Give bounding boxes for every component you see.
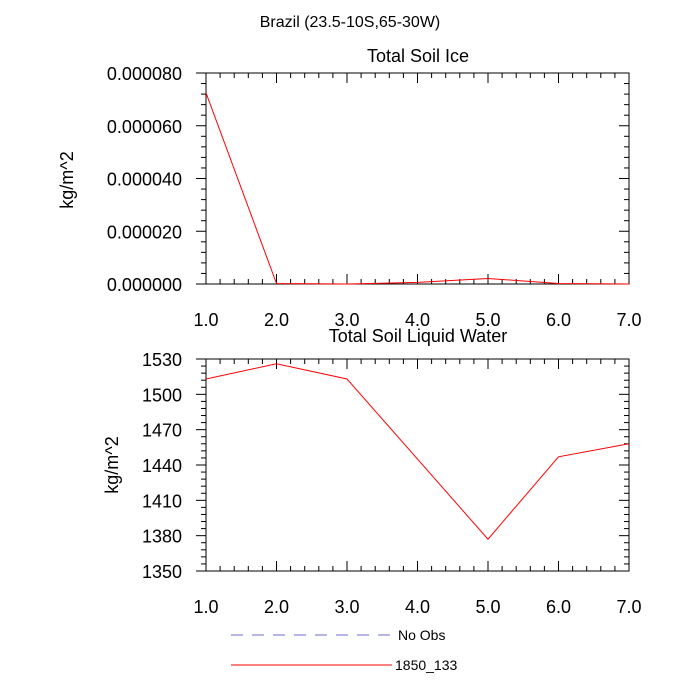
legend-label-no-obs: No Obs xyxy=(398,627,445,643)
y-axis-label: kg/m^2 xyxy=(57,151,77,208)
x-tick-label: 4.0 xyxy=(405,310,430,330)
series-line-1850-133 xyxy=(205,363,630,540)
x-tick-label: 1.0 xyxy=(193,597,218,617)
x-tick-label: 3.0 xyxy=(334,310,359,330)
x-tick-label: 2.0 xyxy=(264,310,289,330)
x-tick-label: 5.0 xyxy=(475,597,500,617)
x-tick-label: 2.0 xyxy=(264,597,289,617)
x-tick-label: 6.0 xyxy=(546,597,571,617)
x-tick-label: 4.0 xyxy=(405,597,430,617)
series-line-1850-133 xyxy=(205,92,630,285)
y-tick-label: 0.000020 xyxy=(107,222,182,242)
soil-ice-panel: Total Soil Ice kg/m^2 1.0 2.0 3.0 4.0 5.0 6.0 7.… xyxy=(57,46,642,330)
figure-title: Brazil (23.5-10S,65-30W) xyxy=(260,14,441,31)
y-tick-label: 1500 xyxy=(142,385,182,405)
y-axis-label: kg/m^2 xyxy=(102,436,122,493)
y-tick-label: 1470 xyxy=(142,421,182,441)
plot-frame xyxy=(205,72,630,285)
y-tick-label: 1350 xyxy=(142,562,182,582)
x-tick-label: 6.0 xyxy=(546,310,571,330)
y-tick-label: 0.000040 xyxy=(107,170,182,190)
x-tick-label: 3.0 xyxy=(334,597,359,617)
legend: No Obs 1850_133 xyxy=(231,627,458,673)
x-tick-label: 5.0 xyxy=(475,310,500,330)
y-tick-label: 0.000060 xyxy=(107,117,182,137)
panel-title: Total Soil Liquid Water xyxy=(329,326,507,346)
y-tick-label: 0.000000 xyxy=(107,275,182,295)
y-tick-label: 1440 xyxy=(142,456,182,476)
x-tick-label: 1.0 xyxy=(193,310,218,330)
x-tick-label: 7.0 xyxy=(616,597,641,617)
legend-label-1850-133: 1850_133 xyxy=(395,657,458,673)
plot-frame xyxy=(205,358,630,572)
y-tick-label: 1530 xyxy=(142,350,182,370)
y-tick-label: 1410 xyxy=(142,491,182,511)
y-tick-label: 0.000080 xyxy=(107,64,182,84)
panel-title: Total Soil Ice xyxy=(367,46,469,66)
soil-liquid-water-panel: Total Soil Liquid Water kg/m^2 1.0 2.0 3.0 4.… xyxy=(102,326,642,617)
x-tick-label: 7.0 xyxy=(616,310,641,330)
y-tick-label: 1380 xyxy=(142,527,182,547)
